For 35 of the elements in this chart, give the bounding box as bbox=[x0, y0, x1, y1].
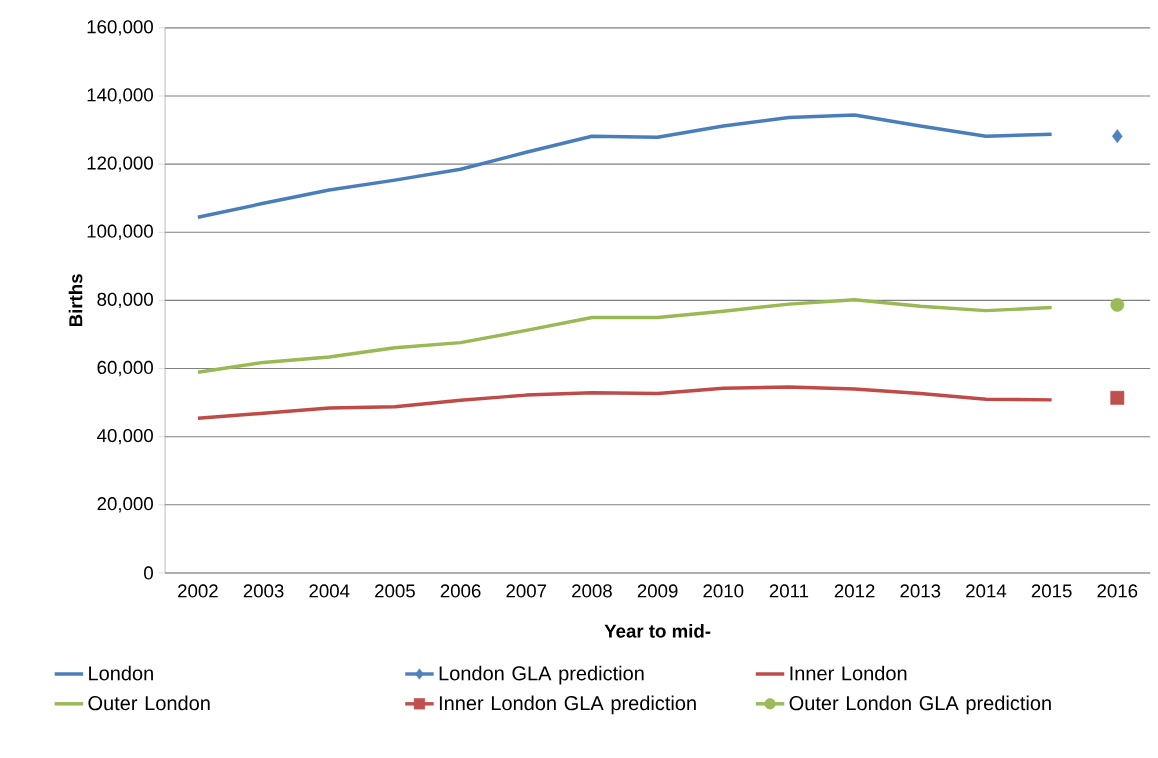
legend-label: London bbox=[89, 665, 153, 681]
x-tick-label: 2016 bbox=[1097, 584, 1138, 598]
line-series bbox=[196, 113, 1054, 220]
x-tick-label: 2003 bbox=[243, 584, 284, 598]
x-tick-label: 2007 bbox=[506, 584, 547, 598]
x-tick-label: 2013 bbox=[900, 584, 941, 598]
y-tick-label: 40,000 bbox=[97, 428, 153, 445]
y-tick-label: 20,000 bbox=[97, 497, 153, 513]
y-tick-label: 60,000 bbox=[97, 360, 153, 377]
x-tick-label: 2004 bbox=[309, 584, 350, 598]
legend-label: Outer London GLA prediction bbox=[789, 695, 1051, 715]
x-tick-label: 2009 bbox=[637, 584, 678, 598]
x-tick-label: 2010 bbox=[703, 584, 744, 598]
y-tick-label: 80,000 bbox=[97, 292, 153, 309]
x-tick-label: 2005 bbox=[375, 584, 415, 598]
x-axis-title: Year to mid- bbox=[604, 624, 711, 638]
line-series bbox=[196, 297, 1054, 375]
legend-label: London GLA prediction bbox=[439, 665, 644, 685]
x-tick-label: 2014 bbox=[966, 584, 1007, 598]
x-tick-label: 2006 bbox=[440, 584, 481, 598]
y-tick-label: 140,000 bbox=[87, 88, 153, 104]
y-tick-label: 100,000 bbox=[87, 224, 153, 240]
x-tick-label: 2011 bbox=[769, 584, 809, 598]
legend-label: Inner London bbox=[790, 665, 907, 681]
x-tick-label: 2015 bbox=[1031, 584, 1072, 598]
x-tick-label: 2008 bbox=[572, 584, 612, 598]
y-tick-label: 0 bbox=[144, 566, 153, 580]
line-series bbox=[196, 385, 1054, 421]
y-tick-label: 160,000 bbox=[87, 20, 153, 36]
x-tick-label: 2012 bbox=[834, 584, 875, 598]
x-tick-label: 2002 bbox=[178, 584, 218, 598]
y-axis-title: Births bbox=[68, 274, 83, 327]
y-tick-label: 120,000 bbox=[87, 156, 153, 172]
legend-label: Outer London bbox=[88, 695, 210, 711]
legend-label: Inner London GLA prediction bbox=[439, 695, 696, 715]
